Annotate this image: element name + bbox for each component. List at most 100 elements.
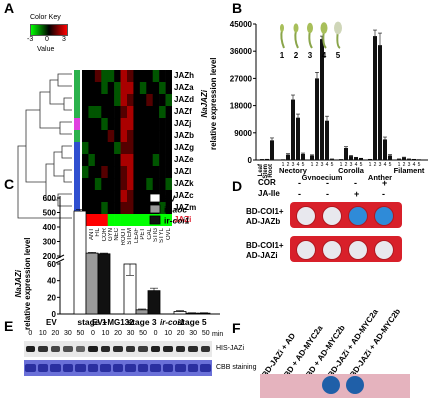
bar <box>397 159 401 160</box>
heatmap-cell <box>152 94 160 107</box>
heatmap-cell <box>139 70 147 83</box>
heatmap-cell <box>120 70 128 83</box>
cbb-band <box>150 364 161 372</box>
side-color-cell <box>74 106 80 119</box>
heatmap-cell <box>114 142 121 155</box>
heatmap-cell <box>82 154 89 167</box>
heatmap-cell <box>88 94 96 107</box>
heatmap-cell <box>165 214 172 226</box>
cond-value: - <box>382 189 385 199</box>
bar <box>349 156 353 160</box>
cbb-band <box>112 364 124 372</box>
y-tick-label: 200 <box>43 252 57 261</box>
panel-d-letter: D <box>232 178 243 194</box>
time-labels: 0 10 20 30 50 0 10 20 30 50 0 10 20 30 50 <box>24 330 214 340</box>
ylabel-text: relative expression level <box>209 57 218 151</box>
blot-band <box>138 346 148 352</box>
heatmap-cell <box>152 142 160 155</box>
heatmap-cell <box>146 70 154 83</box>
side-color-cell <box>74 118 80 131</box>
group-ev-mg132: EV+MG132 <box>92 318 134 327</box>
heatmap-cell <box>94 202 102 215</box>
heatmap-cell <box>165 178 172 191</box>
bar <box>325 120 329 160</box>
bar <box>301 153 305 160</box>
heatmap-cell <box>101 214 109 226</box>
bar <box>296 117 300 160</box>
stage-tick-label: 1 <box>398 162 401 168</box>
plate-well <box>296 206 316 226</box>
heatmap-cell <box>94 178 102 191</box>
heatmap-cell <box>82 178 89 191</box>
gene-label: JAZh <box>174 71 194 80</box>
heatmap-cell <box>133 70 141 83</box>
heatmap-cell <box>94 190 102 203</box>
heatmap-cell <box>94 106 102 119</box>
stage-tick-label: 4 <box>297 162 300 168</box>
heatmap-cell <box>159 130 166 143</box>
heatmap-cell <box>120 166 128 179</box>
stage-tick-label: 4 <box>326 162 329 168</box>
heatmap-cell <box>127 94 134 107</box>
y-tick-label: 18000 <box>230 102 253 111</box>
y-tick-label: 60 <box>47 260 56 269</box>
bar <box>368 159 372 160</box>
blue-colony <box>348 206 368 226</box>
flower-stage-label: 1 <box>280 51 285 60</box>
heatmap-cell <box>114 82 121 95</box>
heatmap-cell <box>165 190 172 203</box>
flower-stage-label: 4 <box>322 51 327 60</box>
time-label: 0 <box>90 330 95 337</box>
heatmap-cell <box>133 166 141 179</box>
plate-well <box>374 240 394 260</box>
heatmap-cell <box>133 178 141 191</box>
cbb-band <box>100 364 111 372</box>
time-label: 50 <box>76 330 85 337</box>
heatmap-cell <box>114 154 121 167</box>
heatmap-cell <box>94 166 102 179</box>
axis-break <box>55 258 65 264</box>
heatmap-cell <box>146 142 154 155</box>
heatmap-cell <box>101 130 109 143</box>
heatmap-cell <box>101 202 109 215</box>
heatmap-cell <box>165 70 172 83</box>
heatmap-cell <box>88 70 96 83</box>
heatmap-cell <box>82 106 89 119</box>
heatmap-cell <box>165 106 172 119</box>
cbb-band <box>200 364 211 372</box>
bar <box>197 312 211 315</box>
bar <box>173 311 187 315</box>
time-label: 0 <box>28 330 33 337</box>
stage-tick-label: 1 <box>282 162 285 168</box>
y-tick-label: 36000 <box>230 47 253 56</box>
heatmap-cell <box>152 178 160 191</box>
heatmap-cell <box>120 214 128 226</box>
heatmap-cell <box>152 106 160 119</box>
heatmap-cell <box>152 166 160 179</box>
heatmap-cell <box>120 190 128 203</box>
bar <box>73 210 87 315</box>
flower-stage-label: 5 <box>336 51 341 60</box>
time-label: 10 <box>101 330 110 337</box>
heatmap-cell <box>146 178 154 191</box>
blue-colony <box>322 376 340 394</box>
y-tick-label: 300 <box>43 238 57 247</box>
cond-label-jaile: JA-Ile <box>258 189 280 198</box>
heatmap-cell <box>94 118 102 131</box>
stage-tick-label: 5 <box>418 162 421 168</box>
color-key-value-label: Value <box>37 46 55 53</box>
stage-tick-label: 3 <box>321 162 324 168</box>
row2-label-a: BD-COI1+ <box>246 241 284 250</box>
heatmap-cell <box>107 70 115 83</box>
heatmap-cell <box>107 142 115 155</box>
bar <box>135 309 149 315</box>
group-label: Stem <box>263 164 269 179</box>
heatmap-cell <box>82 94 89 107</box>
color-key-title: Color Key <box>30 14 61 21</box>
panel-e-letter: E <box>4 318 14 334</box>
color-key-tick-mid: 0 <box>45 36 49 43</box>
y-tick-label: 20 <box>47 293 56 302</box>
gene-label: JAZa <box>174 83 194 92</box>
heatmap-cell <box>114 202 121 215</box>
